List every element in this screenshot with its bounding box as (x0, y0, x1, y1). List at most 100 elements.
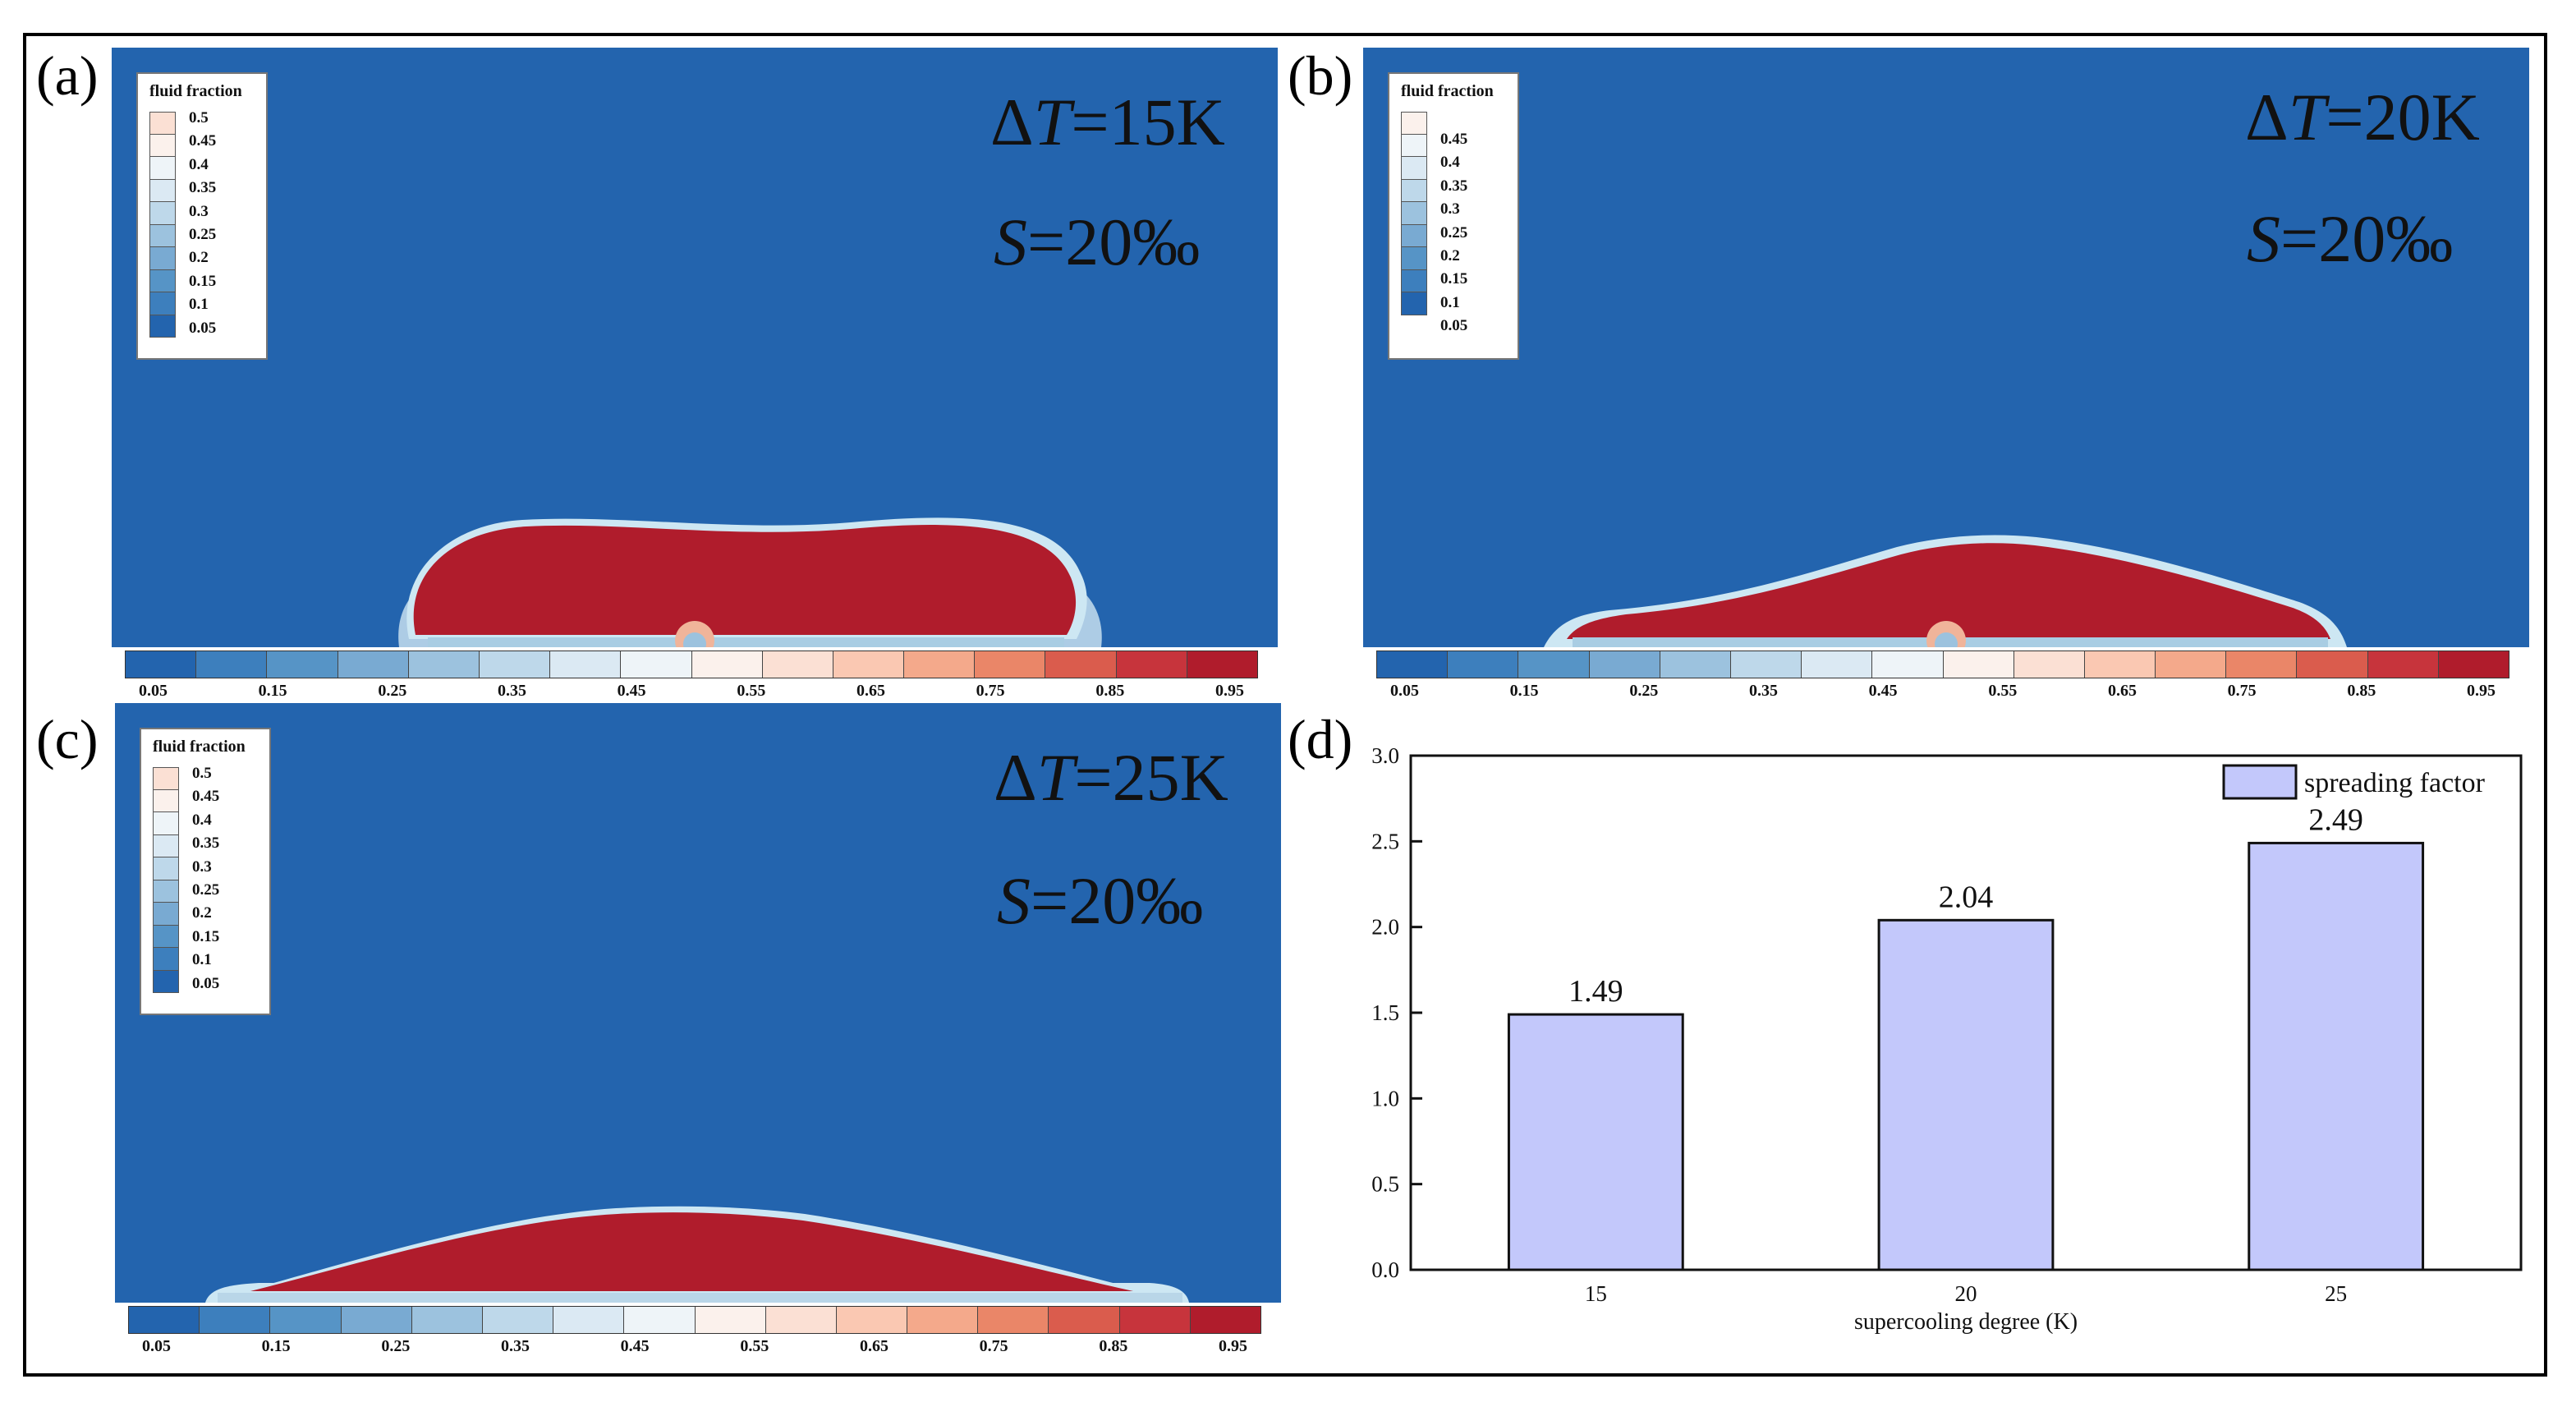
colorbar-cell (624, 1307, 696, 1333)
legend-level-label: 0.25 (192, 880, 220, 899)
legend-swatch (149, 179, 176, 202)
panel-label-b: (b) (1288, 44, 1353, 107)
legend-swatch (149, 269, 176, 292)
colorbar-tick-label: 0.05 (139, 682, 168, 700)
legend-level-label: 0.4 (192, 811, 212, 829)
droplet-b (1544, 535, 2347, 647)
colorbar-cell (2367, 651, 2439, 678)
colorbar-cell (2014, 651, 2085, 678)
y-tick-label: 1.0 (1371, 1086, 1399, 1110)
legend-title-a: fluid fraction (149, 82, 242, 100)
spreading-factor-bar-chart: 0.0 0.5 1.0 1.5 2.0 2.5 3.0 15 20 25 supercooling … (1371, 743, 2523, 1335)
legend-level-label: 0.1 (192, 951, 212, 969)
bar-data-label: 1.49 (1568, 974, 1623, 1009)
colorbar-tick-label: 0.75 (2227, 682, 2257, 700)
colorbar-tick-label: 0.25 (1629, 682, 1659, 700)
legend-level-label: 0.35 (192, 834, 220, 853)
colorbar-cell (2226, 651, 2298, 678)
legend-swatch (1401, 224, 1427, 247)
colorbar-cell (2438, 651, 2509, 678)
legend-level-label: 0.15 (192, 927, 220, 945)
legend-level-label: 0.4 (1440, 154, 1460, 172)
simulation-panel-a: ΔT=15K S=20‰ fluid fraction 0.5 0.45 0.4 0.… (112, 48, 1278, 647)
legend-swatch (1401, 292, 1427, 315)
colorbar-tick-label: 0.85 (2347, 682, 2376, 700)
legend-level-label: 0.15 (189, 272, 217, 290)
colorbar-cell (341, 1307, 412, 1333)
legend-swatch (153, 970, 179, 993)
x-tick-label: 20 (1955, 1281, 1977, 1306)
legend-title-b: fluid fraction (1401, 82, 1494, 100)
colorbar-cell (1448, 651, 1519, 678)
legend-level-label: 0.35 (189, 179, 217, 197)
delta-t-annotation-c: ΔT=25K (994, 740, 1228, 815)
colorbar-cell (621, 651, 692, 678)
droplet-a (398, 517, 1102, 647)
colorbar-tick-label: 0.15 (258, 682, 287, 700)
colorbar-cell (1518, 651, 1590, 678)
colorbar-tick-label: 0.95 (1219, 1337, 1247, 1355)
legend-swatch (153, 834, 179, 857)
colorbar-cell (126, 651, 197, 678)
simulation-panel-c: ΔT=25K S=20‰ fluid fraction 0.5 0.45 0.4 0.… (115, 703, 1281, 1303)
colorbar-a: 0.05 0.15 0.25 0.35 0.45 0.55 0.65 0.75 0.85 0.95 (125, 651, 1258, 706)
legend-level-label: 0.2 (189, 249, 209, 267)
legend-swatch (153, 880, 179, 903)
legend-swatch (1401, 247, 1427, 270)
y-tick-label: 2.5 (1371, 829, 1399, 853)
y-tick-label: 3.0 (1371, 743, 1399, 768)
legend-swatch (149, 247, 176, 270)
colorbar-tick-label: 0.85 (1099, 1337, 1128, 1355)
legend-swatch (149, 224, 176, 247)
colorbar-cell (904, 651, 976, 678)
panel-label-c: (c) (36, 708, 99, 770)
colorbar-cell (482, 1307, 554, 1333)
colorbar-c: 0.05 0.15 0.25 0.35 0.45 0.55 0.65 0.75 0.85 0.95 (128, 1306, 1261, 1362)
legend-level-label: 0.05 (1440, 317, 1468, 335)
colorbar-tick-label: 0.95 (1215, 682, 1244, 700)
x-tick-label: 15 (1585, 1281, 1607, 1306)
legend-swatch (149, 157, 176, 180)
legend-swatch (149, 202, 176, 225)
colorbar-cell (1589, 651, 1660, 678)
legend-swatch (153, 925, 179, 948)
legend-level-label: 0.3 (189, 202, 209, 220)
panel-label-a: (a) (36, 44, 99, 107)
legend-swatch (1401, 179, 1427, 202)
colorbar-tick-label: 0.35 (1749, 682, 1778, 700)
legend-series-name: spreading factor (2304, 768, 2486, 798)
legend-swatch (153, 812, 179, 835)
colorbar-cell (1045, 651, 1117, 678)
legend-level-label: 0.4 (189, 155, 209, 173)
colorbar-cell (479, 651, 551, 678)
s-annotation-c: S=20‰ (997, 863, 1204, 938)
legend-swatch (153, 767, 179, 790)
bar-data-label: 2.04 (1939, 880, 1994, 914)
colorbar-cell (1049, 1307, 1120, 1333)
colorbar-tick-label: 0.55 (737, 682, 766, 700)
legend-level-label: 0.25 (1440, 223, 1468, 241)
legend-level-label: 0.3 (1440, 200, 1460, 218)
legend-level-label: 0.45 (1440, 131, 1468, 148)
colorbar-tick-label: 0.85 (1095, 682, 1125, 700)
colorbar-cell (691, 651, 763, 678)
legend-level-label: 0.2 (1440, 246, 1460, 264)
legend-swatch (1401, 269, 1427, 292)
colorbar-tick-label: 0.65 (860, 1337, 889, 1355)
colorbar-cell (129, 1307, 200, 1333)
legend-swatch (149, 134, 176, 157)
y-tick-label: 0.0 (1371, 1257, 1399, 1282)
colorbar-cell (975, 651, 1046, 678)
colorbar-b: 0.05 0.15 0.25 0.35 0.45 0.55 0.65 0.75 0.85 0.95 (1376, 651, 2509, 706)
legend-level-label: 0.5 (189, 109, 209, 126)
legend-title-c: fluid fraction (153, 738, 246, 756)
s-annotation-b: S=20‰ (2247, 201, 2454, 276)
delta-t-annotation-b: ΔT=20K (2245, 80, 2480, 154)
legend-level-label: 0.25 (189, 225, 217, 243)
droplet-c (205, 1206, 1189, 1303)
colorbar-cell (833, 651, 905, 678)
legend-level-label: 0.45 (192, 788, 220, 806)
y-tick-label: 1.5 (1371, 1000, 1399, 1025)
colorbar-tick-label: 0.75 (979, 1337, 1008, 1355)
legend-level-label: 0.1 (189, 296, 209, 314)
